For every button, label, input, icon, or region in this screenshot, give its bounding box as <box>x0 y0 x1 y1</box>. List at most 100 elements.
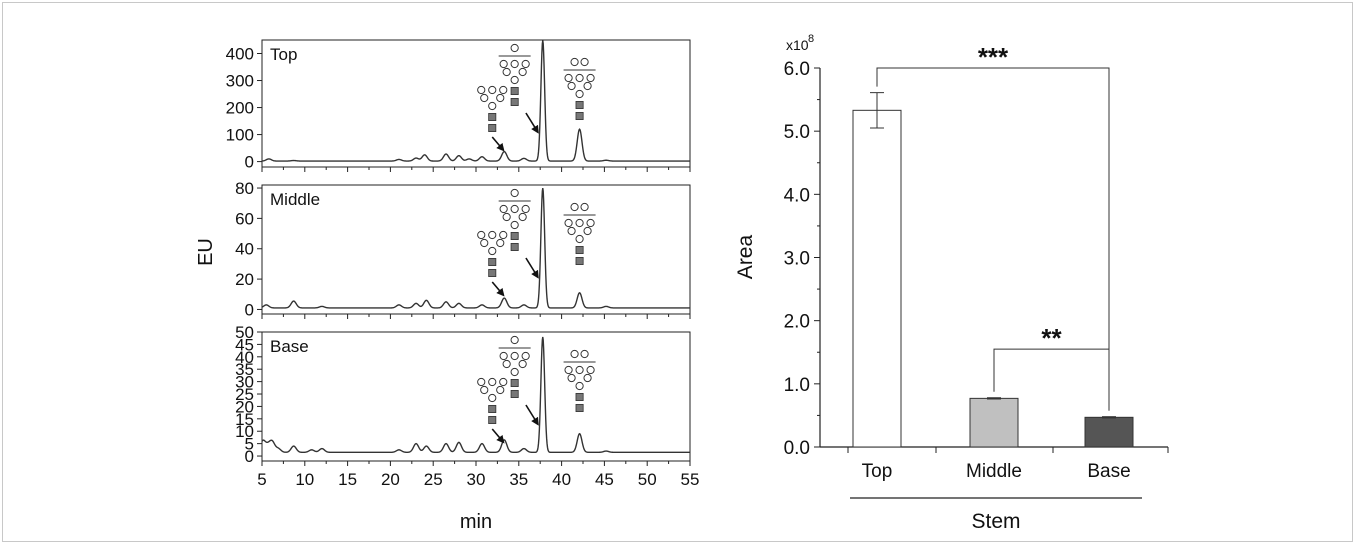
mannose-circle-icon <box>521 59 530 69</box>
glcnac-square-icon <box>488 404 497 413</box>
y-tick-label: 20 <box>235 270 254 289</box>
glycan-structure-icon <box>563 349 596 412</box>
bar-chart: 0.0 1.0 2.0 3.0 4.0 5.0 6.0 x10 8 Top Middle Base **… <box>734 33 1169 533</box>
significance-bracket <box>993 348 1110 411</box>
mannose-circle-icon <box>580 202 589 212</box>
mannose-circle-icon <box>575 234 584 244</box>
y-tick-label: 25 <box>235 385 254 404</box>
subplot-title: Middle <box>270 190 320 209</box>
mannose-circle-icon <box>510 43 519 53</box>
mannose-circle-icon <box>488 230 497 240</box>
y-axis-label: Area <box>734 235 757 280</box>
chromatogram-subplot-top: 0 100 200 300 400 Top <box>226 39 691 172</box>
x-tick-label: 5 <box>257 470 266 489</box>
x-tick-label: 10 <box>295 470 314 489</box>
x-tick-label: 35 <box>509 470 528 489</box>
mannose-circle-icon <box>510 204 519 214</box>
y-tick-label: 15 <box>235 410 254 429</box>
glycan-structure-icon <box>477 230 508 277</box>
mannose-circle-icon <box>521 204 530 214</box>
glycan-structure-icon <box>563 202 596 265</box>
glcnac-square-icon <box>488 257 497 266</box>
mannose-circle-icon <box>477 85 486 95</box>
mannose-circle-icon <box>518 67 527 77</box>
mannose-circle-icon <box>499 204 508 214</box>
y-tick-label: 1.0 <box>784 375 810 396</box>
mannose-circle-icon <box>496 238 505 248</box>
glcnac-square-icon <box>510 389 519 398</box>
glcnac-square-icon <box>575 392 584 401</box>
mannose-circle-icon <box>510 59 519 69</box>
mannose-circle-icon <box>564 73 573 83</box>
y-tick-label: 400 <box>226 45 254 64</box>
mannose-circle-icon <box>564 365 573 375</box>
glcnac-square-icon <box>510 87 519 96</box>
y-multiplier-exponent: 8 <box>808 33 814 45</box>
x-axis-label: min <box>460 511 492 532</box>
bar-base <box>1084 416 1134 448</box>
bar-top <box>852 109 902 448</box>
chromatogram-trace <box>261 187 690 309</box>
mannose-circle-icon <box>502 212 511 222</box>
glcnac-square-icon <box>510 231 519 240</box>
x-axis-label: Stem <box>971 510 1020 532</box>
mannose-circle-icon <box>488 393 497 403</box>
y-tick-label: 2.0 <box>784 312 810 333</box>
glycan-structure-icon <box>477 85 508 133</box>
mannose-circle-icon <box>502 67 511 77</box>
significance-label: ** <box>1041 323 1062 353</box>
glcnac-square-icon <box>488 124 497 133</box>
mannose-circle-icon <box>510 220 519 230</box>
glycan-structure-icon <box>477 377 508 424</box>
mannose-circle-icon <box>575 381 584 391</box>
x-tick-label: 20 <box>381 470 400 489</box>
mannose-circle-icon <box>488 377 497 387</box>
y-tick-label: 60 <box>235 209 254 228</box>
mannose-circle-icon <box>488 101 497 111</box>
x-tick-label: 45 <box>595 470 614 489</box>
y-tick-label: 0.0 <box>784 438 810 459</box>
mannose-circle-icon <box>510 367 519 377</box>
peak-arrow <box>525 257 539 279</box>
mannose-circle-icon <box>496 93 505 103</box>
glcnac-square-icon <box>488 415 497 424</box>
mannose-circle-icon <box>499 351 508 361</box>
subplot-title: Base <box>270 337 309 356</box>
mannose-circle-icon <box>575 365 584 375</box>
y-tick-label: 35 <box>235 360 254 379</box>
mannose-circle-icon <box>583 226 592 236</box>
mannose-circle-icon <box>518 359 527 369</box>
mannose-circle-icon <box>567 81 576 91</box>
mannose-circle-icon <box>570 202 579 212</box>
x-tick-label: 15 <box>338 470 357 489</box>
mannose-circle-icon <box>583 81 592 91</box>
mannose-circle-icon <box>518 212 527 222</box>
y-tick-label: 10 <box>235 422 254 441</box>
glycan-structure-icon <box>498 188 531 251</box>
x-tick-label: Base <box>1087 461 1130 482</box>
mannose-circle-icon <box>521 351 530 361</box>
peak-arrow <box>525 404 539 426</box>
glcnac-square-icon <box>575 245 584 254</box>
subplot-title: Top <box>270 45 297 64</box>
glcnac-square-icon <box>510 98 519 107</box>
significance-label: *** <box>978 42 1009 72</box>
glycan-structure-icon <box>498 335 531 398</box>
glcnac-square-icon <box>510 378 519 387</box>
chromatogram-trace <box>261 336 690 454</box>
mannose-circle-icon <box>488 246 497 256</box>
mannose-circle-icon <box>586 365 595 375</box>
peak-arrow <box>491 428 505 444</box>
y-tick-label: 0 <box>245 300 254 319</box>
y-tick-label: 100 <box>226 126 254 145</box>
glycan-structure-icon <box>563 57 596 121</box>
y-tick-label: 3.0 <box>784 249 810 270</box>
y-tick-label: 300 <box>226 72 254 91</box>
peak-arrow <box>491 136 505 152</box>
mannose-circle-icon <box>510 335 519 345</box>
glcnac-square-icon <box>488 268 497 277</box>
x-tick-label: 55 <box>681 470 700 489</box>
y-tick-label: 5.0 <box>784 122 810 143</box>
